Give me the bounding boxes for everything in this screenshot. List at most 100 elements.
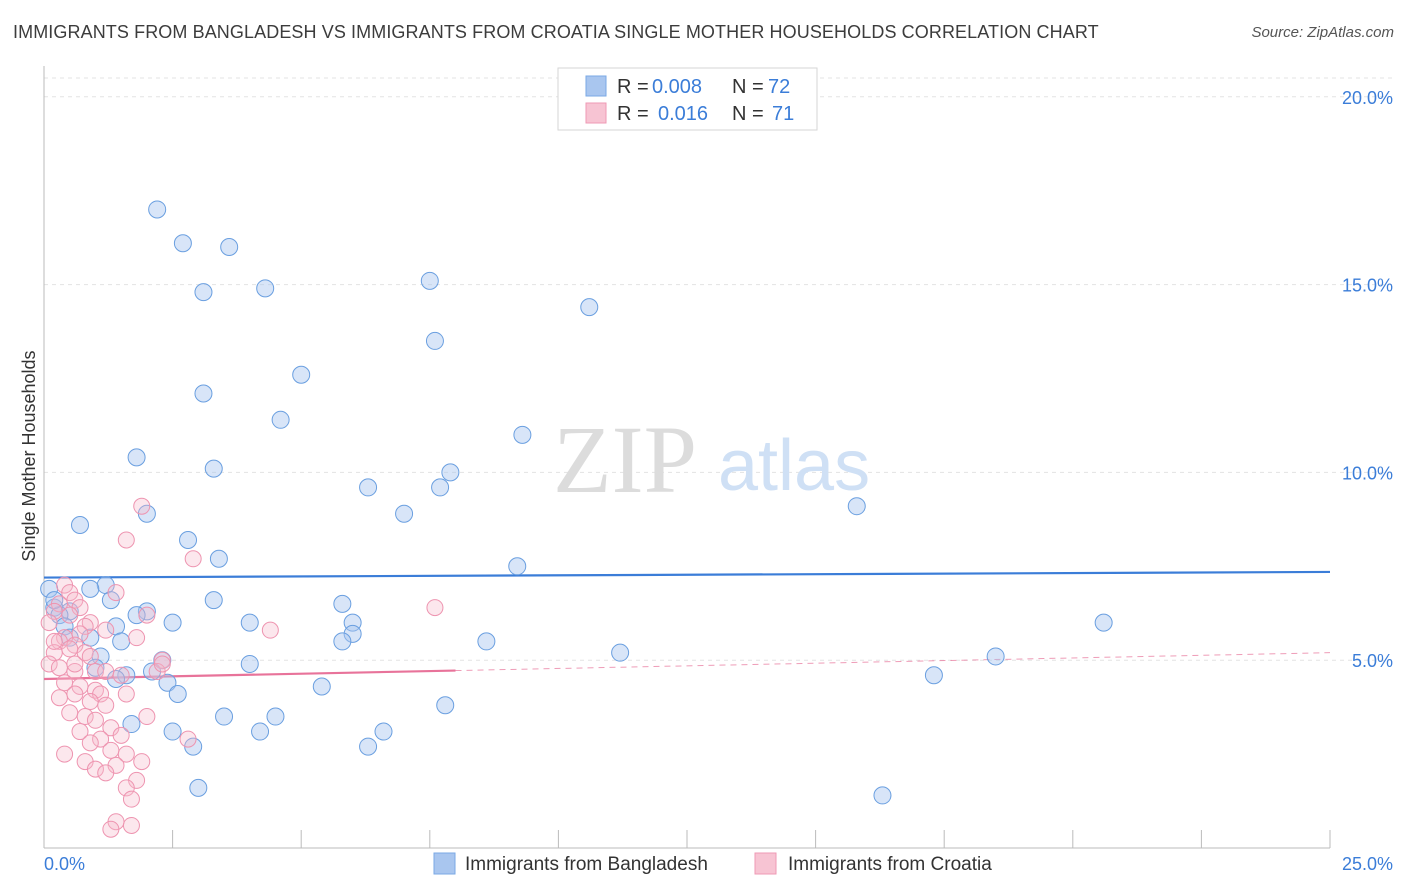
point-croatia xyxy=(97,662,115,680)
point-croatia xyxy=(97,621,115,639)
point-bangladesh xyxy=(163,613,182,632)
point-croatia xyxy=(112,726,130,744)
point-bangladesh xyxy=(112,632,131,651)
legend-swatch-bangladesh xyxy=(585,75,607,97)
tick-labels: 5.0% 10.0% 15.0% 20.0% 0.0% 25.0% xyxy=(44,88,1393,874)
point-croatia xyxy=(117,745,135,763)
point-croatia xyxy=(61,704,79,722)
point-croatia xyxy=(81,647,99,665)
point-croatia xyxy=(117,779,135,797)
point-croatia xyxy=(86,760,104,778)
legend-n-label-1: N = xyxy=(732,76,764,98)
point-croatia xyxy=(133,497,151,515)
point-bangladesh xyxy=(986,647,1005,666)
point-bangladesh xyxy=(189,778,208,797)
trend-lines xyxy=(43,570,1331,681)
point-bangladesh xyxy=(425,331,444,350)
point-croatia xyxy=(122,816,140,834)
point-bangladesh xyxy=(158,673,177,692)
point-croatia xyxy=(66,685,84,703)
point-bangladesh xyxy=(1094,613,1113,632)
point-croatia xyxy=(92,730,110,748)
point-bangladesh xyxy=(168,685,187,703)
point-croatia xyxy=(179,730,197,748)
axes xyxy=(43,66,1331,849)
point-bangladesh xyxy=(215,707,234,726)
trend-line-bangladesh xyxy=(43,570,1331,579)
point-bangladesh xyxy=(312,677,331,696)
trend-line-croatia-extension xyxy=(455,652,1331,672)
point-bangladesh xyxy=(173,234,192,253)
point-bangladesh xyxy=(513,425,532,444)
point-bangladesh xyxy=(343,624,362,643)
point-bangladesh xyxy=(194,283,213,302)
point-croatia xyxy=(86,662,104,680)
point-croatia xyxy=(71,723,89,741)
chart-title: IMMIGRANTS FROM BANGLADESH VS IMMIGRANTS… xyxy=(13,22,1099,42)
point-croatia xyxy=(117,685,135,703)
y-tick-label: 20.0% xyxy=(1342,88,1393,108)
trend-line-croatia xyxy=(43,669,456,681)
point-croatia xyxy=(97,764,115,782)
point-bangladesh xyxy=(240,613,259,632)
point-bangladesh xyxy=(81,579,100,598)
point-bangladesh xyxy=(220,238,239,257)
point-bangladesh xyxy=(256,279,275,298)
legend-r-label-1: R = xyxy=(617,76,649,98)
point-bangladesh xyxy=(441,463,460,482)
watermark-zip: ZIP xyxy=(553,406,697,513)
point-bangladesh xyxy=(436,696,455,715)
point-bangladesh xyxy=(333,594,352,613)
point-bangladesh xyxy=(204,591,223,610)
bottom-legend-label-bangladesh: Immigrants from Bangladesh xyxy=(465,854,708,875)
point-croatia xyxy=(112,666,130,684)
point-bangladesh xyxy=(117,666,136,685)
point-croatia xyxy=(45,632,63,650)
point-croatia xyxy=(261,621,279,639)
point-croatia xyxy=(102,820,120,838)
point-bangladesh xyxy=(163,722,182,741)
point-croatia xyxy=(138,606,156,624)
y-tick-label: 15.0% xyxy=(1342,276,1393,296)
point-bangladesh xyxy=(251,722,270,741)
point-croatia xyxy=(61,640,79,658)
point-croatia xyxy=(107,584,125,602)
point-croatia xyxy=(102,741,120,759)
point-croatia xyxy=(40,655,58,673)
point-bangladesh xyxy=(508,557,527,576)
legend-swatch-croatia xyxy=(585,102,607,124)
point-croatia xyxy=(50,689,68,707)
legend-r-value-1: 0.008 xyxy=(652,76,702,98)
bottom-legend-label-croatia: Immigrants from Croatia xyxy=(788,854,992,875)
point-bangladesh xyxy=(209,549,228,568)
point-croatia xyxy=(117,531,135,549)
point-bangladesh xyxy=(86,658,105,677)
point-croatia xyxy=(153,655,171,673)
point-bangladesh xyxy=(420,271,439,290)
point-bangladesh xyxy=(611,643,630,662)
y-axis-label: Single Mother Households xyxy=(19,350,39,561)
legend-r-label-2: R = xyxy=(617,103,649,125)
point-croatia xyxy=(97,696,115,714)
point-croatia xyxy=(133,753,151,771)
legend-n-label-2: N = xyxy=(732,103,764,125)
point-croatia xyxy=(153,651,171,669)
point-bangladesh xyxy=(580,298,599,317)
legend-n-value-1: 72 xyxy=(768,76,790,98)
point-croatia xyxy=(50,659,68,677)
point-croatia xyxy=(76,708,94,726)
point-croatia xyxy=(56,745,74,763)
point-croatia xyxy=(61,606,79,624)
x-tick-label-min: 0.0% xyxy=(44,854,85,874)
point-croatia xyxy=(184,550,202,568)
point-croatia xyxy=(81,734,99,752)
point-croatia xyxy=(426,599,444,617)
series-croatia-points xyxy=(40,497,444,838)
point-bangladesh xyxy=(431,478,450,497)
point-bangladesh xyxy=(873,786,892,805)
point-bangladesh xyxy=(71,515,90,534)
point-bangladesh xyxy=(179,531,198,549)
point-croatia xyxy=(128,629,146,647)
point-croatia xyxy=(40,614,58,632)
